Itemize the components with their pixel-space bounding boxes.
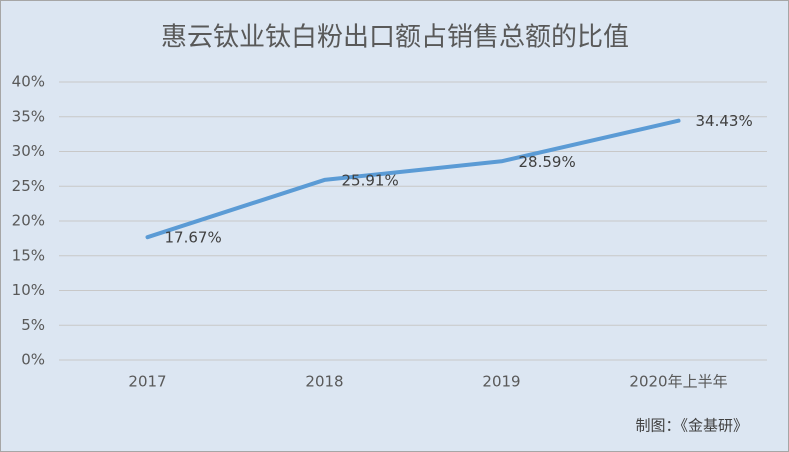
source-note: 制图：《金基研》 bbox=[635, 417, 748, 435]
x-tick-label: 2018 bbox=[305, 373, 343, 391]
y-tick-label: 10% bbox=[12, 281, 45, 299]
data-label: 17.67% bbox=[165, 229, 222, 247]
x-tick-label: 2017 bbox=[128, 373, 166, 391]
y-tick-label: 30% bbox=[12, 142, 45, 160]
data-label: 28.59% bbox=[519, 153, 576, 171]
y-tick-label: 5% bbox=[21, 316, 45, 334]
y-tick-label: 35% bbox=[12, 107, 45, 125]
x-tick-label: 2020年上半年 bbox=[629, 373, 727, 391]
y-tick-label: 25% bbox=[12, 177, 45, 195]
chart-title: 惠云钛业钛白粉出口额占销售总额的比值 bbox=[161, 23, 629, 53]
data-label: 34.43% bbox=[696, 112, 753, 130]
data-label: 25.91% bbox=[342, 171, 399, 189]
data-line bbox=[145, 118, 681, 240]
y-tick-label: 15% bbox=[12, 246, 45, 264]
y-tick-label: 0% bbox=[21, 351, 45, 369]
x-tick-label: 2019 bbox=[482, 373, 520, 391]
y-tick-label: 40% bbox=[12, 73, 45, 91]
y-tick-label: 20% bbox=[12, 212, 45, 230]
